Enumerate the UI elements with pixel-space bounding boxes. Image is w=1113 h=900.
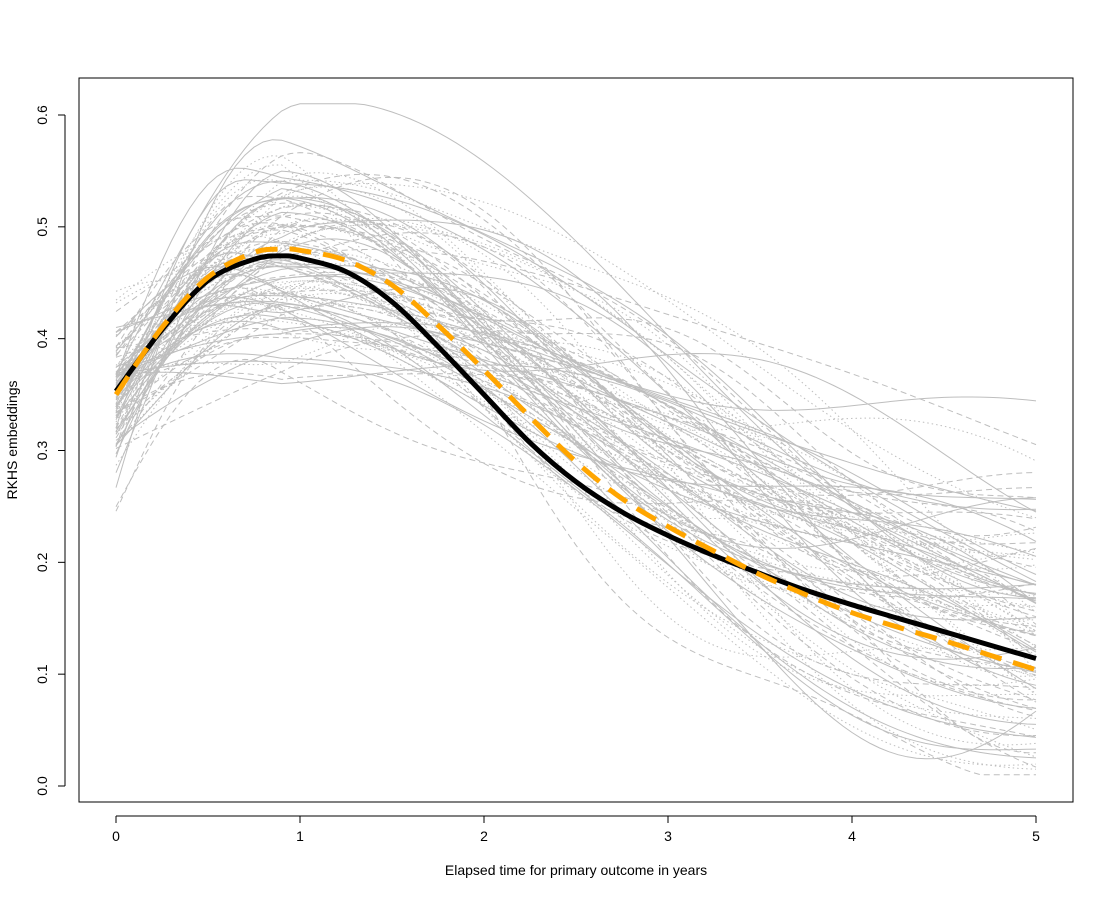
individual-curve <box>115 265 1037 636</box>
individual-curve <box>115 173 1037 496</box>
individual-curve <box>115 221 1037 689</box>
individual-curve <box>115 364 1037 511</box>
individual-curve <box>115 195 1037 670</box>
individual-curve <box>115 314 1037 542</box>
individual-curve <box>115 219 1037 673</box>
individual-curve <box>115 297 1037 647</box>
y-tick-label: 0.3 <box>34 441 50 461</box>
individual-curve <box>115 336 1037 520</box>
individual-curve <box>115 274 1037 766</box>
individual-curve <box>115 266 1037 594</box>
y-tick-label: 0.0 <box>34 776 50 796</box>
y-tick-label: 0.6 <box>34 105 50 125</box>
x-tick-label: 2 <box>480 828 488 844</box>
individual-curve <box>115 296 1037 653</box>
individual-curve <box>115 211 1037 709</box>
plot-frame <box>78 77 1074 803</box>
x-axis: 0 1 2 3 4 5 <box>112 815 1040 844</box>
individual-curve <box>115 334 1037 618</box>
individual-curve <box>115 265 1037 627</box>
individual-curve <box>115 218 1036 776</box>
individual-curve <box>115 358 1037 768</box>
individual-curve <box>115 232 1036 701</box>
x-tick-label: 4 <box>848 828 856 844</box>
individual-curve <box>115 170 1037 586</box>
individual-curve <box>115 223 1037 758</box>
individual-curve <box>115 303 1037 751</box>
x-tick-label: 5 <box>1032 828 1040 844</box>
x-axis-label: Elapsed time for primary outcome in year… <box>445 862 707 878</box>
individual-curve <box>115 317 1037 585</box>
individual-curve <box>115 291 1037 607</box>
individual-curve <box>115 224 1037 718</box>
individual-curve <box>115 155 1037 462</box>
individual-curve <box>115 280 1037 570</box>
individual-curve <box>115 289 1037 646</box>
individual-curve <box>115 244 1037 658</box>
individual-curve <box>115 280 1037 557</box>
estimated-embedding-line <box>113 246 1037 673</box>
individual-curve <box>115 238 1037 760</box>
y-tick-label: 0.2 <box>34 552 50 572</box>
individual-curve <box>115 204 1037 709</box>
individual-curve <box>115 196 1037 557</box>
y-tick-label: 0.5 <box>34 217 50 237</box>
individual-curve <box>115 303 1037 636</box>
individual-curve <box>115 293 1037 637</box>
individual-curve <box>115 222 1037 600</box>
individual-curve <box>115 262 1037 770</box>
individual-curve <box>115 212 1037 738</box>
individual-curve <box>115 271 1037 701</box>
individual-curve <box>115 229 1037 659</box>
individual-curve <box>115 180 1037 600</box>
individual-curve <box>115 353 1037 669</box>
individual-curve <box>115 172 1037 696</box>
individual-curve <box>115 360 1037 738</box>
individual-curve <box>115 235 1037 730</box>
summary-curves-group <box>113 246 1037 673</box>
individual-curve <box>115 327 1037 651</box>
individual-curve <box>115 287 1037 547</box>
individual-curve <box>115 139 1037 599</box>
x-tick-label: 3 <box>664 828 672 844</box>
individual-curve <box>115 275 1037 725</box>
y-axis-label: RKHS embeddings <box>4 380 20 499</box>
individual-curves-group <box>115 103 1037 776</box>
individual-curve <box>115 103 1037 596</box>
individual-curve <box>115 305 1037 632</box>
y-tick-label: 0.4 <box>34 329 50 349</box>
individual-curve <box>115 197 1037 651</box>
individual-curve <box>115 322 1037 656</box>
y-axis: 0.0 0.1 0.2 0.3 0.4 0.5 0.6 <box>34 105 66 796</box>
individual-curve <box>115 241 1037 575</box>
individual-curve <box>115 372 1037 703</box>
individual-curve <box>115 333 1037 612</box>
individual-curve <box>115 186 1037 554</box>
individual-curve <box>115 326 1037 660</box>
individual-curve <box>115 286 1037 604</box>
individual-curve <box>115 300 1037 672</box>
individual-curve <box>115 276 1037 754</box>
individual-curve <box>115 280 1037 678</box>
x-tick-label: 1 <box>296 828 304 844</box>
individual-curve <box>115 273 1037 418</box>
individual-curve <box>115 252 1037 605</box>
individual-curve <box>115 217 1037 677</box>
individual-curve <box>115 254 1037 603</box>
mean-embedding-line <box>114 253 1037 661</box>
individual-curve <box>115 292 1037 676</box>
individual-curve <box>115 300 1037 500</box>
y-tick-label: 0.1 <box>34 664 50 684</box>
individual-curve <box>115 197 1037 590</box>
individual-curve <box>115 248 1037 446</box>
individual-curve <box>115 182 1037 519</box>
individual-curve <box>115 302 1037 573</box>
x-tick-label: 0 <box>112 828 120 844</box>
individual-curve <box>115 202 1037 672</box>
individual-curve <box>115 225 1037 676</box>
individual-curve <box>115 178 1037 613</box>
individual-curve <box>115 258 1037 537</box>
